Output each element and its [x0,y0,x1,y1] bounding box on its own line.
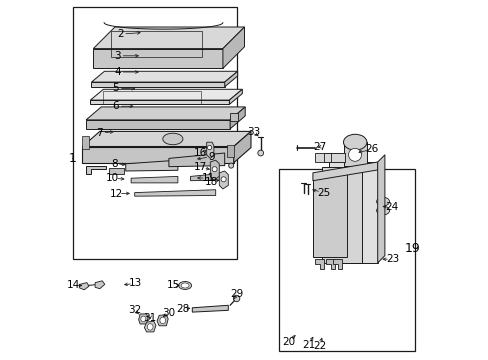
Bar [230,113,238,121]
Ellipse shape [163,133,183,145]
Ellipse shape [147,324,153,330]
Text: 31: 31 [143,312,157,323]
Ellipse shape [212,167,217,172]
Text: 8: 8 [111,159,117,169]
Polygon shape [82,147,233,163]
Text: 19: 19 [404,242,419,255]
Text: 13: 13 [129,278,142,288]
Text: 26: 26 [365,144,378,154]
Text: 29: 29 [229,289,243,300]
Text: 11: 11 [202,173,215,183]
Polygon shape [86,166,106,174]
Polygon shape [82,131,250,147]
Ellipse shape [160,317,165,324]
Ellipse shape [228,163,233,168]
Polygon shape [90,89,242,100]
Ellipse shape [376,197,389,206]
Text: 18: 18 [204,177,218,187]
Polygon shape [192,305,228,312]
Text: 3: 3 [114,51,121,61]
Polygon shape [80,283,89,290]
Ellipse shape [178,282,191,289]
Ellipse shape [233,295,239,302]
Polygon shape [157,315,168,326]
Text: 14: 14 [67,280,80,291]
Polygon shape [312,162,377,181]
Polygon shape [90,100,229,104]
Polygon shape [93,27,244,49]
Ellipse shape [207,145,211,150]
Text: 1: 1 [69,152,77,165]
Text: 27: 27 [313,142,326,152]
Polygon shape [93,49,223,68]
Polygon shape [91,82,224,87]
Text: 28: 28 [176,303,189,314]
Polygon shape [325,259,334,269]
Polygon shape [131,176,178,183]
Polygon shape [210,160,219,180]
Text: 5: 5 [112,83,119,93]
Bar [103,91,200,104]
Polygon shape [314,259,323,269]
Text: 22: 22 [312,341,325,351]
Bar [227,145,233,157]
Bar [111,31,202,57]
Ellipse shape [141,316,145,322]
Text: 20: 20 [281,337,294,347]
Ellipse shape [348,148,361,161]
Text: 17: 17 [194,162,207,172]
Bar [278,169,415,351]
Polygon shape [321,167,361,263]
Ellipse shape [343,134,366,150]
Bar [73,7,237,259]
Text: 23: 23 [386,254,399,264]
Ellipse shape [181,283,189,288]
Polygon shape [168,153,224,167]
Bar [323,153,334,162]
Polygon shape [223,27,244,68]
Polygon shape [377,155,384,263]
Polygon shape [86,107,244,120]
Bar [330,153,345,162]
Ellipse shape [376,206,389,215]
Polygon shape [95,281,104,289]
Polygon shape [86,120,230,129]
Text: 16: 16 [194,148,207,158]
Polygon shape [144,321,156,332]
Text: 12: 12 [109,189,122,199]
Polygon shape [139,314,148,324]
Polygon shape [230,107,244,129]
Text: 15: 15 [166,280,180,290]
Polygon shape [224,71,237,87]
Bar [82,136,89,149]
Text: 24: 24 [384,202,397,212]
Text: 21: 21 [301,340,315,350]
Polygon shape [229,89,242,104]
Ellipse shape [257,150,263,156]
Text: 4: 4 [114,67,121,77]
Polygon shape [190,174,221,181]
Text: 10: 10 [105,173,119,183]
Polygon shape [134,190,215,196]
Text: 6: 6 [112,101,119,111]
Text: 33: 33 [246,127,260,138]
Polygon shape [312,173,346,257]
Polygon shape [109,168,123,174]
Text: 2: 2 [117,29,123,39]
Polygon shape [206,142,213,158]
Polygon shape [343,142,366,166]
Polygon shape [328,162,377,263]
Polygon shape [332,259,341,269]
Ellipse shape [221,177,225,182]
Text: 30: 30 [162,308,175,318]
Polygon shape [219,171,228,189]
Text: 32: 32 [128,305,141,315]
Text: 25: 25 [316,188,330,198]
Polygon shape [91,71,237,82]
Text: 7: 7 [96,128,103,138]
Bar [314,153,345,162]
Polygon shape [233,131,250,163]
Text: 9: 9 [208,152,215,162]
Polygon shape [125,160,178,171]
